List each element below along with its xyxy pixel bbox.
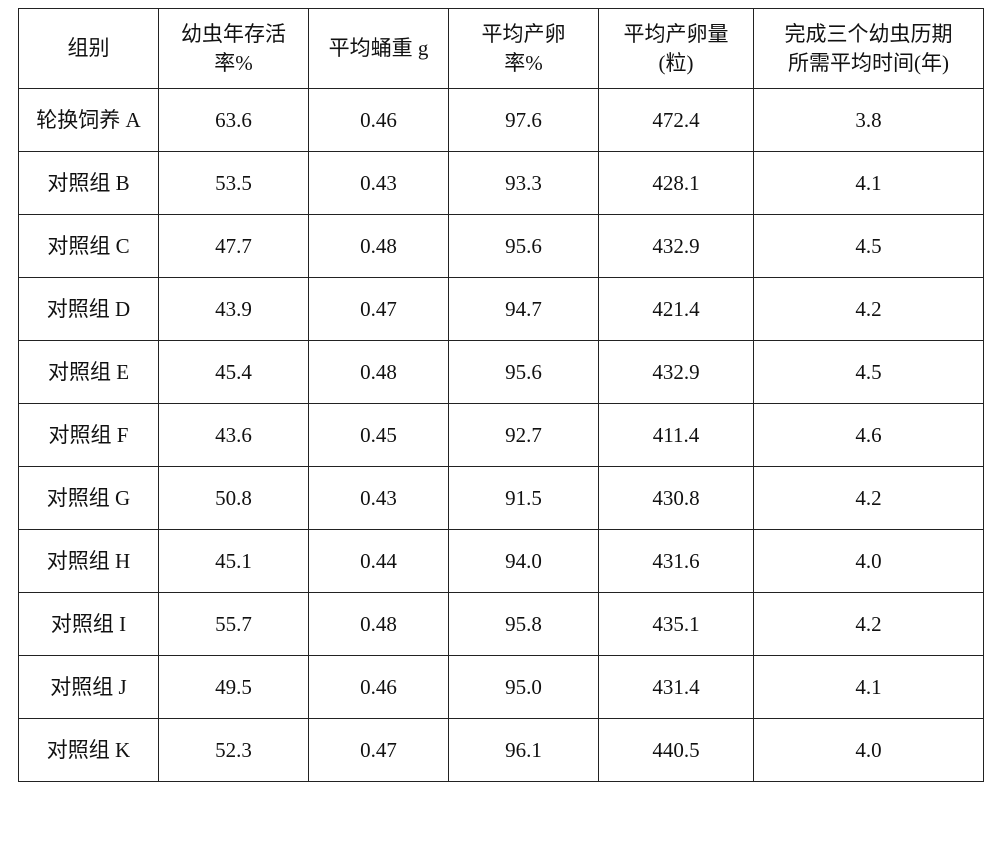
header-text: 平均产卵量 <box>605 20 747 48</box>
header-text: 幼虫年存活 <box>165 20 302 48</box>
cell-survival: 45.1 <box>159 530 309 593</box>
table-row: 对照组 C 47.7 0.48 95.6 432.9 4.5 <box>19 215 984 278</box>
cell-pupa: 0.44 <box>309 530 449 593</box>
data-table: 组别 幼虫年存活 率% 平均蛹重 g 平均产卵 率% 平均产卵量 (粒) <box>18 8 984 782</box>
cell-ovi-count: 411.4 <box>599 404 754 467</box>
table-row: 对照组 D 43.9 0.47 94.7 421.4 4.2 <box>19 278 984 341</box>
cell-group: 对照组 J <box>19 656 159 719</box>
table-body: 轮换饲养 A 63.6 0.46 97.6 472.4 3.8 对照组 B 53… <box>19 89 984 782</box>
cell-survival: 50.8 <box>159 467 309 530</box>
header-text: (粒) <box>605 49 747 77</box>
cell-survival: 63.6 <box>159 89 309 152</box>
cell-ovi-count: 430.8 <box>599 467 754 530</box>
cell-survival: 55.7 <box>159 593 309 656</box>
cell-ovi-rate: 95.6 <box>449 341 599 404</box>
table-row: 对照组 J 49.5 0.46 95.0 431.4 4.1 <box>19 656 984 719</box>
cell-ovi-rate: 95.0 <box>449 656 599 719</box>
cell-duration: 4.2 <box>754 593 984 656</box>
table-row: 对照组 G 50.8 0.43 91.5 430.8 4.2 <box>19 467 984 530</box>
cell-ovi-rate: 92.7 <box>449 404 599 467</box>
cell-group: 对照组 I <box>19 593 159 656</box>
cell-ovi-rate: 97.6 <box>449 89 599 152</box>
cell-ovi-rate: 94.0 <box>449 530 599 593</box>
cell-group: 对照组 E <box>19 341 159 404</box>
cell-pupa: 0.46 <box>309 89 449 152</box>
cell-duration: 4.5 <box>754 215 984 278</box>
cell-ovi-rate: 94.7 <box>449 278 599 341</box>
table-row: 对照组 B 53.5 0.43 93.3 428.1 4.1 <box>19 152 984 215</box>
header-text: 完成三个幼虫历期 <box>760 20 977 48</box>
cell-duration: 4.6 <box>754 404 984 467</box>
table-row: 对照组 F 43.6 0.45 92.7 411.4 4.6 <box>19 404 984 467</box>
cell-pupa: 0.43 <box>309 467 449 530</box>
cell-pupa: 0.48 <box>309 593 449 656</box>
cell-group: 对照组 H <box>19 530 159 593</box>
cell-ovi-rate: 96.1 <box>449 719 599 782</box>
cell-ovi-count: 435.1 <box>599 593 754 656</box>
table-row: 对照组 H 45.1 0.44 94.0 431.6 4.0 <box>19 530 984 593</box>
cell-duration: 4.5 <box>754 341 984 404</box>
col-header-group: 组别 <box>19 9 159 89</box>
cell-ovi-rate: 95.8 <box>449 593 599 656</box>
cell-ovi-rate: 95.6 <box>449 215 599 278</box>
cell-group: 对照组 F <box>19 404 159 467</box>
cell-duration: 4.0 <box>754 719 984 782</box>
cell-group: 对照组 C <box>19 215 159 278</box>
cell-ovi-count: 432.9 <box>599 215 754 278</box>
table-row: 轮换饲养 A 63.6 0.46 97.6 472.4 3.8 <box>19 89 984 152</box>
table-row: 对照组 K 52.3 0.47 96.1 440.5 4.0 <box>19 719 984 782</box>
cell-survival: 49.5 <box>159 656 309 719</box>
cell-duration: 4.1 <box>754 152 984 215</box>
cell-ovi-count: 440.5 <box>599 719 754 782</box>
cell-group: 轮换饲养 A <box>19 89 159 152</box>
cell-ovi-count: 428.1 <box>599 152 754 215</box>
cell-survival: 52.3 <box>159 719 309 782</box>
table-header-row: 组别 幼虫年存活 率% 平均蛹重 g 平均产卵 率% 平均产卵量 (粒) <box>19 9 984 89</box>
table-row: 对照组 I 55.7 0.48 95.8 435.1 4.2 <box>19 593 984 656</box>
cell-ovi-rate: 93.3 <box>449 152 599 215</box>
cell-pupa: 0.47 <box>309 719 449 782</box>
cell-survival: 45.4 <box>159 341 309 404</box>
header-text: 平均产卵 <box>455 20 592 48</box>
cell-ovi-count: 431.6 <box>599 530 754 593</box>
cell-group: 对照组 B <box>19 152 159 215</box>
header-text: 所需平均时间(年) <box>760 49 977 77</box>
cell-pupa: 0.48 <box>309 341 449 404</box>
col-header-pupa-weight: 平均蛹重 g <box>309 9 449 89</box>
cell-survival: 47.7 <box>159 215 309 278</box>
header-text: 率% <box>455 49 592 77</box>
cell-survival: 43.6 <box>159 404 309 467</box>
cell-survival: 43.9 <box>159 278 309 341</box>
cell-pupa: 0.48 <box>309 215 449 278</box>
col-header-oviposition-count: 平均产卵量 (粒) <box>599 9 754 89</box>
cell-pupa: 0.43 <box>309 152 449 215</box>
cell-group: 对照组 D <box>19 278 159 341</box>
cell-ovi-count: 472.4 <box>599 89 754 152</box>
cell-duration: 4.0 <box>754 530 984 593</box>
cell-duration: 4.1 <box>754 656 984 719</box>
cell-ovi-count: 432.9 <box>599 341 754 404</box>
col-header-duration: 完成三个幼虫历期 所需平均时间(年) <box>754 9 984 89</box>
header-text: 平均蛹重 g <box>315 34 442 62</box>
col-header-survival: 幼虫年存活 率% <box>159 9 309 89</box>
table-row: 对照组 E 45.4 0.48 95.6 432.9 4.5 <box>19 341 984 404</box>
cell-pupa: 0.46 <box>309 656 449 719</box>
cell-group: 对照组 K <box>19 719 159 782</box>
cell-ovi-count: 421.4 <box>599 278 754 341</box>
cell-pupa: 0.45 <box>309 404 449 467</box>
header-text: 组别 <box>25 34 152 62</box>
header-text: 率% <box>165 49 302 77</box>
cell-ovi-count: 431.4 <box>599 656 754 719</box>
cell-group: 对照组 G <box>19 467 159 530</box>
cell-duration: 4.2 <box>754 278 984 341</box>
col-header-oviposition-rate: 平均产卵 率% <box>449 9 599 89</box>
cell-duration: 4.2 <box>754 467 984 530</box>
cell-survival: 53.5 <box>159 152 309 215</box>
cell-pupa: 0.47 <box>309 278 449 341</box>
cell-duration: 3.8 <box>754 89 984 152</box>
table-container: 组别 幼虫年存活 率% 平均蛹重 g 平均产卵 率% 平均产卵量 (粒) <box>0 0 1000 800</box>
cell-ovi-rate: 91.5 <box>449 467 599 530</box>
